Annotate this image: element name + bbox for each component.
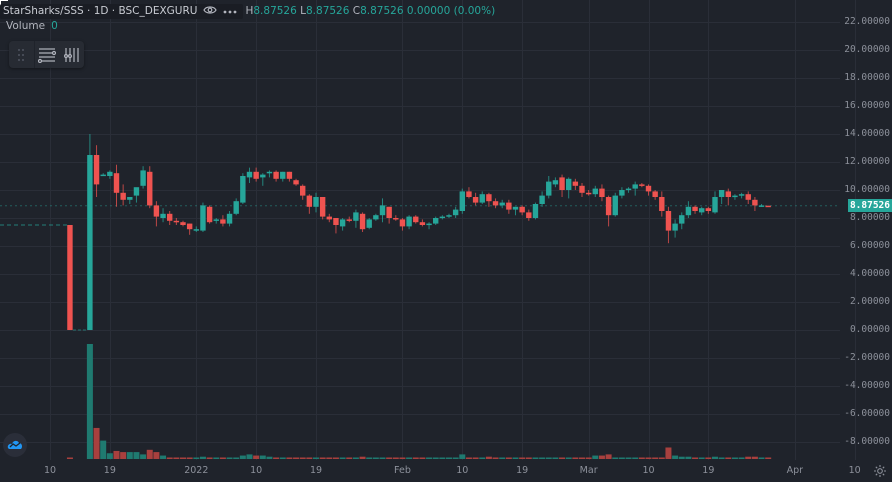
time-tick-label: 10 [642,465,655,476]
price-tick-label: 14.00000 [844,128,890,139]
tradingview-logo-icon[interactable] [3,433,27,457]
time-tick-label: 10 [43,465,57,476]
low-label: L [300,5,306,17]
price-tick-label: 20.00000 [844,44,890,55]
price-tick-label: -2.00000 [844,352,890,363]
price-tick-label: 10.00000 [844,184,890,195]
sliders-icon[interactable] [59,41,84,68]
last-price-label: 8.87526 [848,198,892,212]
price-tick-label: -4.00000 [844,380,890,391]
time-tick-label: 19 [103,465,116,476]
ohlc-values: H8.87526 L8.87526 C8.87526 0.00000 (0.00… [245,5,495,17]
time-tick-label: 10 [848,465,861,476]
volume-label: Volume [6,20,46,32]
price-tick-label: 22.00000 [844,16,890,27]
volume-legend: Volume 0 [6,20,58,32]
price-tick-label: 4.00000 [849,268,890,279]
close-value: 8.87526 [360,5,404,17]
price-tick-label: 2.00000 [849,296,890,307]
toolbox-divider [33,41,35,68]
close-label: C [352,5,361,17]
high-value: 8.87526 [253,5,297,17]
price-tick-label: 6.00000 [849,240,890,251]
gear-icon[interactable] [873,463,887,477]
change-value: 0.00000 (0.00%) [406,5,496,17]
time-tick-label: Apr [786,465,804,476]
price-tick-label: 18.00000 [844,72,890,83]
volume-value: 0 [51,20,58,32]
time-tick-label: 19 [702,465,715,476]
more-icon[interactable] [223,5,237,18]
symbol-title-box[interactable]: StarSharks/SSS · 1D · BSC_DEXGURU [0,3,244,19]
time-tick-label: Mar [579,465,598,476]
high-label: H [245,5,254,17]
symbol-legend: StarSharks/SSS · 1D · BSC_DEXGURU H8.875… [0,2,495,20]
indicator-toolbox [9,41,84,68]
price-tick-label: 16.00000 [844,100,890,111]
eye-icon[interactable] [203,5,218,18]
time-tick-label: 19 [516,465,529,476]
price-tick-label: 8.00000 [849,212,890,223]
indicator-settings-icon[interactable] [35,41,60,68]
time-tick-label: Feb [394,465,411,476]
drag-handle-icon[interactable] [9,41,34,68]
time-tick-label: 10 [250,465,263,476]
price-tick-label: 12.00000 [844,156,890,167]
time-tick-label: 2022 [184,465,209,476]
time-tick-label: 19 [309,465,323,476]
time-tick-label: 10 [456,465,469,476]
symbol-title: StarSharks/SSS · 1D · BSC_DEXGURU [3,5,198,17]
price-tick-label: -8.00000 [844,436,890,447]
low-value: 8.87526 [306,5,350,17]
price-tick-label: 0.00000 [849,324,890,335]
price-tick-label: -6.00000 [844,408,890,419]
